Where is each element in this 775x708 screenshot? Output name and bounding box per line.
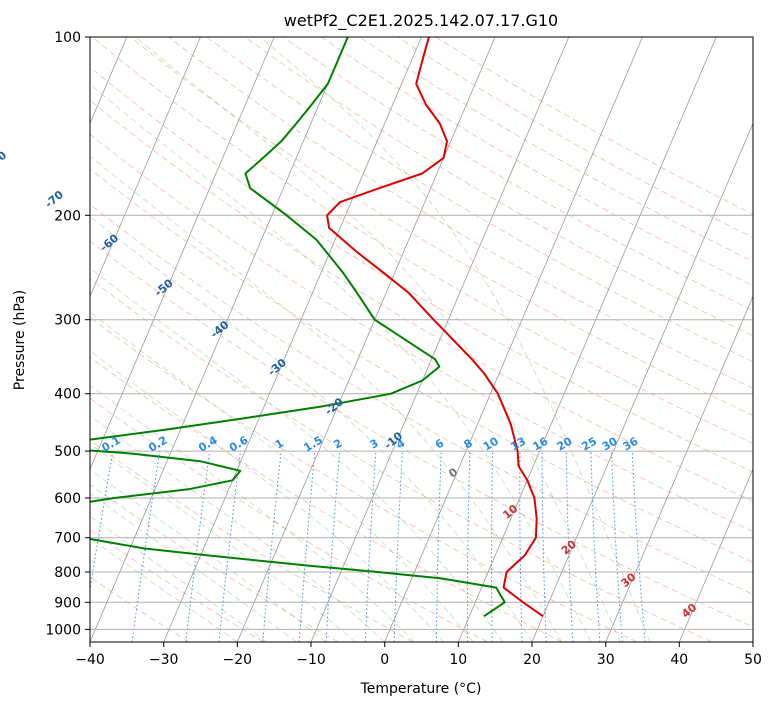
dry-adiabat [90,316,638,642]
y-ticks: 100 200 300 400 500 600 700 800 900 1000 [45,30,90,638]
x-tick-label: 10 [449,652,467,668]
isotherm [605,295,753,642]
moist-adiabat [90,215,533,642]
moist-adiabat [90,350,444,642]
x-axis-label: Temperature (°C) [360,681,482,697]
chart-title: wetPf2_C2E1.2025.142.07.17.G10 [284,11,558,31]
moist-adiabat [90,267,503,642]
dry-adiabat [90,240,753,628]
isotherm-label: -80 [0,148,9,171]
dry-adiabat [92,37,753,444]
y-tick-label: 900 [54,595,81,611]
x-tick-label: −30 [149,652,179,668]
x-tick-label: −20 [223,652,253,668]
y-tick-label: 700 [54,531,81,547]
x-tick-label: 30 [597,652,615,668]
isotherm [310,37,570,642]
dry-adiabat [282,37,753,311]
y-axis-label: Pressure (hPa) [12,290,28,390]
y-tick-label: 400 [54,387,81,403]
isotherm [90,37,201,298]
mixing-ratio-line [298,451,316,642]
dry-adiabat [90,99,753,502]
x-tick-label: −40 [75,652,105,668]
mixing-ratio-line [631,451,646,642]
profile-lines [90,37,544,618]
line-labels: 0.10.20.40.611.52346810131620253036-100-… [0,148,700,620]
dry-adiabat [90,133,753,532]
dry-adiabat [168,37,753,389]
moist-adiabat [90,311,474,642]
moist-adiabat [90,492,297,642]
x-tick-label: 50 [744,652,762,668]
x-tick-label: −10 [296,652,326,668]
x-tick-label: 40 [670,652,688,668]
isotherm [457,37,717,642]
mixing-ratio-line [90,451,114,593]
isotherm [384,37,643,642]
y-tick-label: 300 [54,313,81,329]
x-ticks: −40 −30 −20 −10 0 10 20 30 40 50 [75,642,762,668]
background-lines [90,37,753,642]
moist-adiabat [259,37,651,642]
isotherm [163,37,422,642]
dry-adiabat [244,37,753,337]
dry-adiabat [90,278,712,642]
dry-adiabat [90,203,753,595]
moist-adiabat [90,155,562,642]
plot-area [90,37,753,642]
moist-adiabat [90,443,356,642]
mixing-ratio-line [218,451,241,642]
moist-adiabat [135,37,621,642]
dry-adiabat [90,356,563,642]
isotherm [236,37,496,642]
y-tick-label: 200 [54,208,81,224]
moist-adiabat [90,384,415,642]
mixing-ratio-line [262,451,282,642]
isotherm [90,37,349,642]
y-tick-label: 1000 [45,622,81,638]
mixing-ratio-line [185,451,211,642]
moist-adiabat [90,415,385,642]
x-tick-label: 20 [523,652,541,668]
isotherm [531,122,753,642]
dry-adiabat [90,484,339,642]
plot-frame [89,36,754,643]
dewpoint-line [90,37,506,618]
isotherm [90,37,275,471]
dry-adiabat [90,529,264,642]
y-tick-label: 100 [54,30,81,46]
temperature-line [326,37,544,618]
isotherm [752,640,753,642]
isotherm [678,468,753,642]
y-tick-label: 600 [54,491,81,507]
y-tick-label: 500 [54,444,81,460]
dry-adiabat [130,37,753,417]
y-tick-label: 800 [54,565,81,581]
x-tick-label: 0 [380,652,389,668]
pressure-gridlines [90,36,753,630]
